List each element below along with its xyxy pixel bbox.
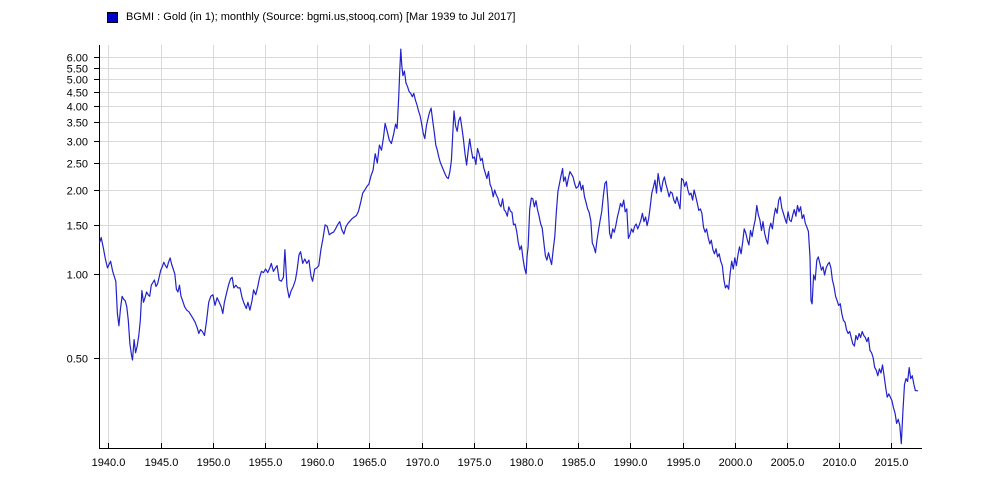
legend-label: BGMI : Gold (in 1); monthly (Source: bgm…: [126, 11, 516, 23]
x-tick-label: 1965.0: [353, 457, 387, 469]
y-tick-label: 5.00: [67, 75, 88, 87]
y-tick-label: 0.50: [67, 354, 88, 366]
y-tick-label: 1.00: [67, 270, 88, 282]
y-tick-label: 4.00: [67, 102, 88, 114]
x-tick-label: 2015.0: [875, 457, 909, 469]
x-tick-label: 1995.0: [667, 457, 701, 469]
y-tick-label: 4.50: [67, 88, 88, 100]
x-tick-label: 1980.0: [510, 457, 544, 469]
legend-marker-icon: [107, 11, 118, 23]
y-tick-label: 5.50: [67, 64, 88, 76]
x-tick-label: 1985.0: [562, 457, 596, 469]
y-tick-label: 3.00: [67, 137, 88, 149]
x-tick-label: 2000.0: [719, 457, 753, 469]
x-tick-label: 1945.0: [145, 457, 179, 469]
y-tick-label: 3.50: [67, 118, 88, 130]
x-tick-label: 1970.0: [406, 457, 440, 469]
x-tick-label: 1975.0: [458, 457, 492, 469]
chart-legend: BGMI : Gold (in 1); monthly (Source: bgm…: [107, 11, 515, 23]
x-tick-label: 1955.0: [249, 457, 283, 469]
y-tick-label: 6.00: [67, 53, 88, 65]
x-tick-label: 1940.0: [92, 457, 126, 469]
price-line: [99, 48, 919, 445]
x-tick-label: 1950.0: [197, 457, 231, 469]
y-tick-label: 1.50: [67, 221, 88, 233]
y-tick-label: 2.00: [67, 186, 88, 198]
x-tick-label: 2005.0: [771, 457, 805, 469]
x-tick-label: 1960.0: [301, 457, 335, 469]
x-tick-label: 2010.0: [823, 457, 857, 469]
y-tick-label: 2.50: [67, 159, 88, 171]
x-tick-label: 1990.0: [614, 457, 648, 469]
